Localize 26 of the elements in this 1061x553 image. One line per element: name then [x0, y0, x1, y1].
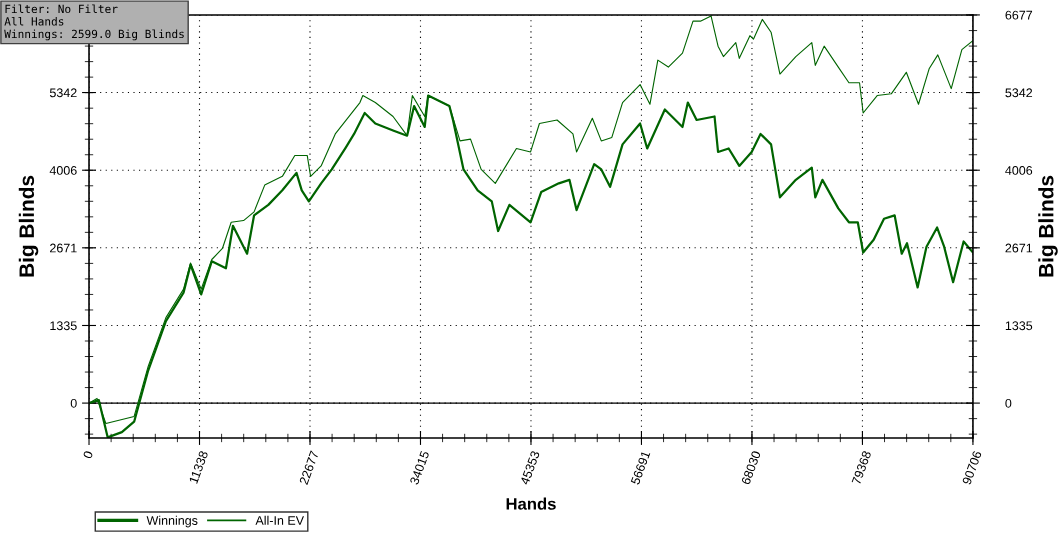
x-tick-label: 90706	[962, 450, 982, 486]
x-axis-title: Hands	[506, 497, 556, 510]
legend-label: All-In EV	[255, 515, 304, 525]
y-tick-label: 4006	[49, 166, 77, 175]
y2-tick-label: 1335	[1005, 321, 1033, 331]
y2-tick-label: 2671	[1005, 243, 1033, 253]
y-tick-label: 1335	[50, 321, 77, 331]
x-tick-label: 68030	[741, 450, 761, 485]
y2-tick-label: 0	[1005, 398, 1012, 408]
x-tick-label: 34015	[409, 450, 430, 486]
x-tick-label: 45353	[519, 450, 540, 486]
y2-axis-title: Big Blinds	[1038, 175, 1058, 277]
x-tick-label: 0	[82, 450, 94, 459]
y-tick-label: 5342	[49, 88, 77, 98]
y-tick-label: 0	[70, 398, 77, 408]
legend-label: Winnings	[146, 515, 198, 528]
x-tick-label: 56691	[630, 450, 651, 486]
y-tick-label: 2671	[50, 243, 77, 253]
y2-tick-label: 4006	[1005, 166, 1033, 175]
y-axis-title: Big Blinds	[18, 175, 39, 277]
annotation: Filter: No Filter All Hands Winnings: 2599.0 Big Blinds	[4, 4, 184, 41]
y2-tick-label: 6677	[1005, 10, 1033, 20]
y2-tick-label: 5342	[1005, 88, 1033, 98]
x-tick-label: 79368	[851, 450, 872, 485]
x-tick-label: 11338	[188, 450, 209, 484]
x-tick-label: 22677	[299, 450, 319, 485]
